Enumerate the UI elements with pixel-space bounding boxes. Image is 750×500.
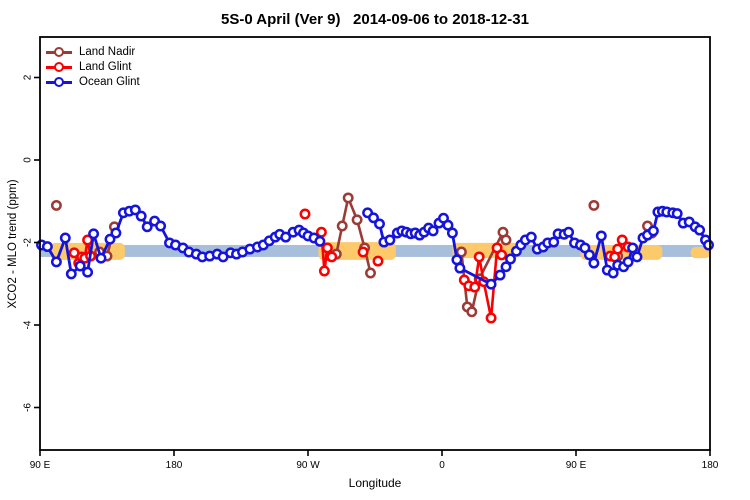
x-axis-label: Longitude (348, 476, 402, 490)
data-point-ocean-glint (446, 227, 458, 239)
data-point-ocean-glint (454, 262, 466, 274)
data-point-ocean-glint (442, 219, 454, 231)
data-point-land-nadir (588, 199, 600, 211)
data-point-ocean-glint (694, 224, 706, 236)
data-point-land-glint (299, 208, 311, 220)
data-point-ocean-glint (525, 231, 537, 243)
x-tick-label: 90 W (296, 460, 320, 471)
data-point-ocean-glint (485, 278, 497, 290)
data-point-ocean-glint (384, 234, 396, 246)
data-point-land-glint (496, 249, 508, 261)
data-point-land-nadir (342, 192, 354, 204)
data-point-ocean-glint (494, 269, 506, 281)
y-tick-label: 2 (23, 74, 34, 80)
data-point-ocean-glint (74, 260, 86, 272)
y-tick-label: -2 (23, 238, 34, 247)
data-point-ocean-glint (505, 253, 516, 265)
data-point-land-nadir (466, 306, 478, 318)
x-tick-label: 180 (702, 460, 719, 471)
legend-item-land-nadir: Land Nadir (46, 45, 140, 60)
data-point-ocean-glint (671, 208, 683, 220)
y-tick-label: 0 (23, 157, 34, 163)
data-point-ocean-glint (548, 236, 560, 248)
data-point-ocean-glint (563, 226, 575, 238)
data-point-ocean-glint (427, 225, 439, 237)
data-point-ocean-glint (631, 251, 643, 263)
data-point-ocean-glint (65, 268, 77, 280)
x-tick-label: 180 (166, 460, 183, 471)
data-point-land-glint (473, 251, 485, 263)
data-point-ocean-glint (368, 212, 379, 224)
data-point-ocean-glint (41, 241, 53, 253)
data-point-ocean-glint (50, 256, 62, 268)
data-point-land-glint (469, 281, 481, 293)
data-point-ocean-glint (647, 225, 659, 237)
legend-item-ocean-glint: Ocean Glint (46, 75, 140, 90)
data-point-land-glint (318, 265, 330, 277)
data-point-ocean-glint (88, 228, 100, 240)
data-point-ocean-glint (141, 221, 153, 233)
data-point-ocean-glint (135, 210, 147, 222)
x-tick-label: 90 E (566, 460, 587, 471)
data-point-ocean-glint (622, 256, 634, 268)
legend-label: Land Nadir (79, 46, 136, 58)
y-axis-label: XCO2 - MLO trend (ppm) (7, 179, 19, 309)
data-point-ocean-glint (314, 235, 326, 247)
land-nadir-marker-icon (46, 47, 72, 59)
data-point-ocean-glint (703, 239, 714, 251)
legend-label: Ocean Glint (79, 76, 140, 88)
data-point-ocean-glint (95, 252, 107, 264)
data-point-land-nadir (455, 246, 467, 258)
data-point-land-glint (321, 242, 333, 254)
data-point-land-nadir (351, 214, 363, 226)
data-point-land-glint (616, 234, 628, 246)
data-point-ocean-glint (627, 242, 639, 254)
data-point-land-glint (326, 251, 338, 263)
data-point-land-nadir (336, 220, 348, 232)
data-point-ocean-glint (110, 227, 122, 239)
density-blob (690, 247, 710, 259)
plot-border (39, 36, 711, 451)
data-point-ocean-glint (104, 233, 116, 245)
data-point-ocean-glint (595, 230, 607, 242)
y-tick-label: -6 (23, 403, 34, 412)
data-point-land-nadir (50, 199, 62, 211)
data-point-ocean-glint (588, 257, 600, 269)
data-point-land-glint (372, 255, 384, 267)
legend-label: Land Glint (79, 61, 132, 73)
data-point-ocean-glint (155, 220, 167, 232)
data-point-ocean-glint (280, 231, 292, 243)
data-point-ocean-glint (500, 261, 512, 273)
data-point-ocean-glint (82, 266, 94, 278)
data-point-ocean-glint (129, 204, 141, 216)
data-point-ocean-glint (583, 249, 595, 261)
data-point-land-glint (357, 246, 369, 258)
data-point-land-nadir (365, 267, 376, 279)
land-glint-marker-icon (46, 62, 72, 74)
ocean-glint-marker-icon (46, 77, 72, 89)
data-point-ocean-glint (374, 218, 385, 230)
y-tick-label: -4 (23, 320, 34, 329)
data-point-ocean-glint (607, 267, 619, 279)
legend-item-land-glint: Land Glint (46, 60, 140, 75)
x-tick-label: 90 E (30, 460, 51, 471)
chart-title: 5S-0 April (Ver 9) 2014-09-06 to 2018-12… (221, 11, 529, 28)
data-point-land-glint (485, 312, 497, 324)
data-point-ocean-glint (59, 232, 71, 244)
x-tick-label: 0 (439, 460, 445, 471)
data-point-land-glint (612, 243, 624, 255)
legend: Land Nadir Land Glint Ocean Glint (46, 45, 140, 90)
data-point-land-nadir (500, 234, 512, 246)
